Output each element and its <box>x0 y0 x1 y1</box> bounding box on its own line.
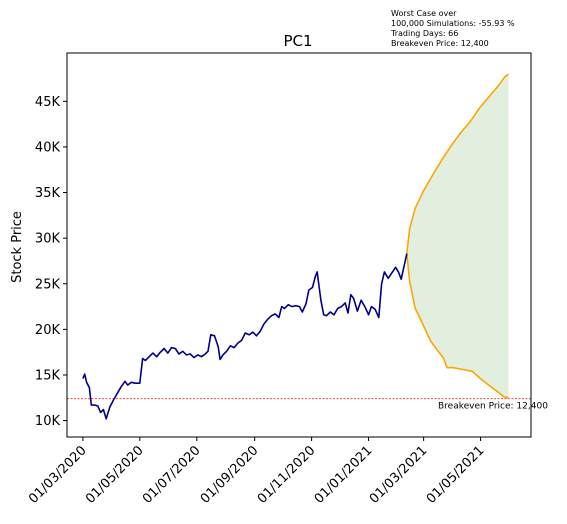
breakeven-label: Breakeven Price: 12,400 <box>438 402 548 412</box>
x-axis: 01/03/202001/05/202001/07/202001/09/2020… <box>26 437 487 507</box>
info-line-4: Breakeven Price: 12,400 <box>391 39 515 49</box>
x-tick-label: 01/03/2020 <box>26 443 90 507</box>
info-line-3: Trading Days: 66 <box>391 29 515 39</box>
y-tick-label: 35K <box>35 186 61 201</box>
simulation-band <box>407 74 509 398</box>
y-tick-label: 40K <box>35 140 61 155</box>
info-line-2: 100,000 Simulations: -55.93 % <box>391 19 515 29</box>
x-tick-label: 01/11/2020 <box>255 443 319 507</box>
x-tick-label: 01/09/2020 <box>198 443 262 507</box>
y-tick-label: 15K <box>35 368 61 383</box>
y-tick-label: 10K <box>35 414 61 429</box>
x-tick-label: 01/05/2020 <box>83 443 147 507</box>
y-axis: 10K 15K 20K 25K 30K 35K 40K 45K <box>35 95 67 429</box>
simulation-info: Worst Case over 100,000 Simulations: -55.… <box>391 9 515 49</box>
x-tick-label: 01/07/2020 <box>140 443 204 507</box>
y-tick-label: 30K <box>35 232 61 247</box>
y-axis-label: Stock Price <box>10 211 25 283</box>
plot-area: Breakeven Price: 12,400 <box>67 74 548 419</box>
x-tick-label: 01/03/2021 <box>367 443 431 507</box>
y-tick-label: 45K <box>35 95 61 110</box>
info-line-1: Worst Case over <box>391 9 515 19</box>
x-tick-label: 01/05/2021 <box>424 443 488 507</box>
y-tick-label: 20K <box>35 323 61 338</box>
history-line <box>83 254 407 419</box>
chart-title: PC1 <box>283 32 312 50</box>
x-tick-label: 01/01/2021 <box>312 443 376 507</box>
y-tick-label: 25K <box>35 277 61 292</box>
